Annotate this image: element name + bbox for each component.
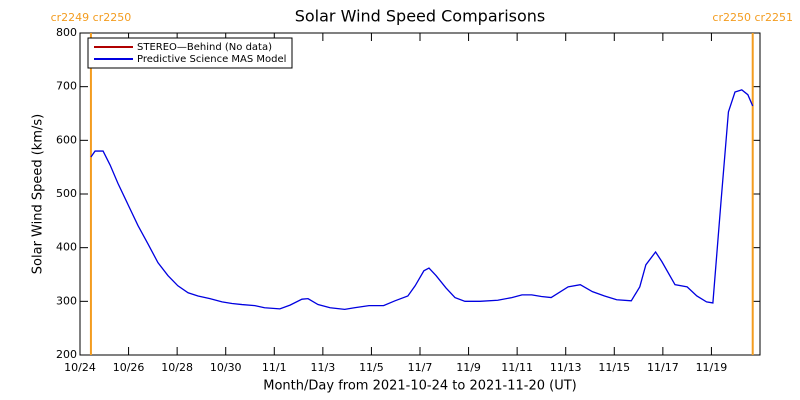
x-tick-label: 11/7	[408, 361, 433, 374]
x-tick-label: 11/11	[501, 361, 533, 374]
y-axis-label: Solar Wind Speed (km/s)	[31, 114, 46, 274]
x-tick-label: 11/19	[696, 361, 728, 374]
chart-title: Solar Wind Speed Comparisons	[295, 7, 546, 26]
x-tick-label: 10/24	[64, 361, 96, 374]
y-tick-label: 600	[56, 133, 77, 146]
y-tick-label: 200	[56, 348, 77, 361]
x-axis-label: Month/Day from 2021-10-24 to 2021-11-20 …	[263, 379, 576, 394]
x-tick-label: 10/30	[210, 361, 242, 374]
x-tick-label: 11/17	[647, 361, 679, 374]
y-tick-label: 500	[56, 187, 77, 200]
x-tick-label: 11/3	[311, 361, 336, 374]
y-tick-label: 300	[56, 294, 77, 307]
legend-label: STEREO—Behind (No data)	[137, 42, 272, 53]
x-tick-label: 10/28	[161, 361, 193, 374]
x-tick-label: 11/1	[262, 361, 287, 374]
y-tick-label: 400	[56, 241, 77, 254]
legend-box	[87, 37, 293, 69]
x-tick-label: 11/9	[456, 361, 481, 374]
series-line	[90, 89, 754, 311]
x-tick-label: 11/5	[359, 361, 384, 374]
x-tick-label: 11/15	[598, 361, 630, 374]
x-tick-label: 11/13	[550, 361, 582, 374]
plot-frame	[79, 32, 761, 356]
carrington-label: cr2250 cr2251	[712, 11, 793, 24]
y-tick-label: 700	[56, 80, 77, 93]
legend-label: Predictive Science MAS Model	[137, 54, 286, 65]
y-tick-label: 800	[56, 26, 77, 39]
carrington-label: cr2249 cr2250	[51, 11, 132, 24]
x-tick-label: 10/26	[113, 361, 145, 374]
